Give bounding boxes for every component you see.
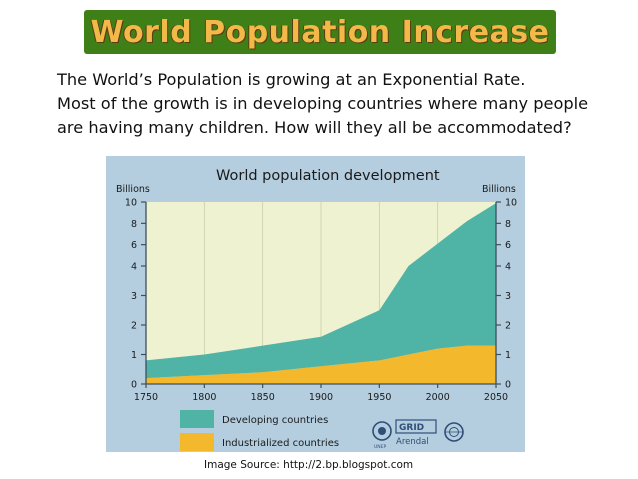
x-tick-label-1800: 1800 <box>192 392 216 403</box>
population-chart: World population development Billions Bi… <box>106 156 525 452</box>
x-tick-label-1750: 1750 <box>134 392 158 403</box>
y-tick-label-right-3: 3 <box>505 291 511 302</box>
image-source-caption: Image Source: http://2.bp.blogspot.com <box>204 459 414 471</box>
slide-title: World Population Increase <box>90 14 550 50</box>
y-tick-label-right-6: 6 <box>505 240 511 251</box>
y-tick-label-left-0: 0 <box>131 380 137 391</box>
y-tick-label-right-0: 0 <box>505 380 511 391</box>
chart-title: World population development <box>216 168 440 184</box>
x-tick-label-1850: 1850 <box>251 392 275 403</box>
y-tick-label-right-1: 1 <box>505 350 511 361</box>
x-tick-label-1950: 1950 <box>367 392 391 403</box>
x-tick-label-2000: 2000 <box>426 392 450 403</box>
chart-svg: World population development Billions Bi… <box>106 156 525 452</box>
y-tick-label-left-3: 3 <box>131 291 137 302</box>
grid-arendal-logo: GRID Arendal <box>395 419 437 447</box>
y-tick-label-right-4: 4 <box>505 262 511 273</box>
y-tick-label-left-8: 8 <box>131 219 137 230</box>
tick-labels: 0 1 2 3 4 6 8 10 0 1 2 3 4 6 8 10 1750 1800 1850 1900 1950 20… <box>125 198 517 404</box>
grid-logo-text: GRID <box>399 423 424 433</box>
legend-swatch-developing <box>180 410 214 428</box>
unep-logo-text: UNEP <box>374 444 387 450</box>
y-tick-label-left-4: 4 <box>131 262 137 273</box>
y-tick-label-left-2: 2 <box>131 321 137 332</box>
unep-logo: UNEP <box>372 421 392 450</box>
y-tick-label-left-6: 6 <box>131 240 137 251</box>
intro-text: The World’s Population is growing at an … <box>57 68 632 140</box>
legend-label-industrialized: Industrialized countries <box>222 438 339 449</box>
legend-swatch-industrialized <box>180 433 214 451</box>
y-tick-label-right-2: 2 <box>505 321 511 332</box>
developing-area <box>146 203 496 379</box>
right-axis-unit: Billions <box>482 184 516 195</box>
industrialized-area <box>146 345 496 384</box>
y-tick-label-right-10: 10 <box>505 198 517 209</box>
y-tick-label-left-1: 1 <box>131 350 137 361</box>
x-tick-label-1900: 1900 <box>309 392 333 403</box>
y-tick-label-right-8: 8 <box>505 219 511 230</box>
legend-label-developing: Developing countries <box>222 415 328 426</box>
arendal-logo-text: Arendal <box>396 437 429 447</box>
left-axis-unit: Billions <box>116 184 150 195</box>
y-tick-label-left-10: 10 <box>125 198 137 209</box>
slide-title-banner: World Population Increase <box>84 10 556 54</box>
x-tick-label-2050: 2050 <box>484 392 508 403</box>
intro-line-2: Most of the growth is in developing coun… <box>57 94 589 113</box>
intro-line-1: The World’s Population is growing at an … <box>57 70 526 89</box>
intro-line-3: are having many children. How will they … <box>57 118 572 137</box>
un-emblem-logo <box>444 422 464 442</box>
